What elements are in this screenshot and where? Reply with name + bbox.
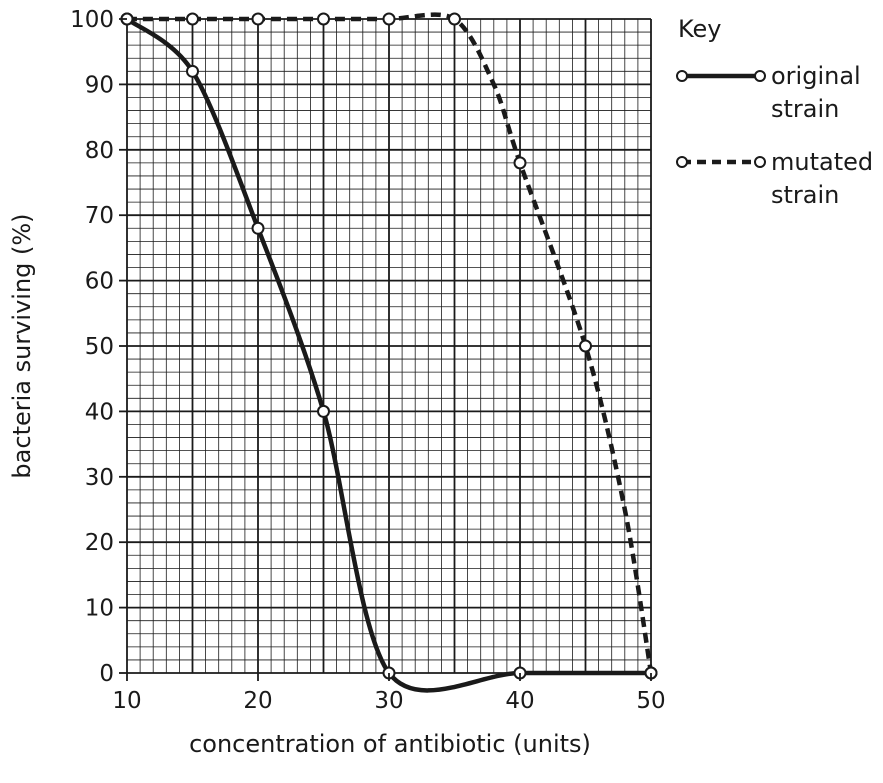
y-tick-label: 80: [85, 138, 114, 164]
data-point-original-strain: [186, 64, 199, 78]
data-point-mutated-strain: [317, 12, 330, 26]
x-axis-label: concentration of antibiotic (units): [189, 730, 591, 758]
x-axis-ticks: 10 20 30 40 50: [112, 673, 666, 714]
y-tick-label: 0: [99, 661, 114, 687]
legend-entry-mutated: mutated strain: [676, 148, 873, 209]
x-tick-label: 50: [636, 688, 665, 714]
legend-swatch-original-marker-right: [754, 70, 766, 82]
legend-entry-original: original strain: [676, 62, 861, 123]
legend-swatch-mutated-marker-left: [676, 156, 688, 168]
series-markers: [120, 12, 658, 680]
y-tick-label: 20: [85, 530, 114, 556]
data-point-mutated-strain: [251, 12, 265, 26]
legend-title: Key: [678, 15, 722, 43]
data-point-mutated-strain: [382, 12, 396, 26]
y-tick-label: 90: [85, 72, 114, 98]
x-tick-label: 40: [505, 688, 534, 714]
x-tick-label: 10: [112, 688, 141, 714]
data-point-mutated-strain: [448, 12, 461, 26]
legend-swatch-mutated-marker-right: [754, 156, 766, 168]
grid-major: [126, 18, 652, 674]
data-point-mutated-strain: [579, 339, 592, 353]
data-point-original-strain: [317, 404, 330, 418]
y-axis-ticks: 0 10 20 30 40 50 60 70 80 90 100: [70, 7, 127, 687]
legend: Key original strain mutated strain: [676, 15, 873, 209]
data-point-original-strain: [251, 221, 265, 235]
legend-swatch-original-marker-left: [676, 70, 688, 82]
y-tick-label: 100: [70, 7, 114, 33]
y-tick-label: 30: [85, 465, 114, 491]
y-tick-label: 40: [85, 399, 114, 425]
y-tick-label: 60: [85, 269, 114, 295]
x-tick-label: 30: [374, 688, 403, 714]
data-point-mutated-strain: [186, 12, 199, 26]
data-point-mutated-strain: [513, 156, 527, 170]
legend-label-original-2: strain: [771, 95, 839, 123]
y-tick-label: 70: [85, 203, 114, 229]
legend-label-mutated-1: mutated: [771, 148, 873, 176]
y-axis-label: bacteria surviving (%): [8, 213, 36, 478]
y-tick-label: 50: [85, 334, 114, 360]
legend-label-mutated-2: strain: [771, 181, 839, 209]
x-tick-label: 20: [243, 688, 272, 714]
y-tick-label: 10: [85, 596, 114, 622]
legend-label-original-1: original: [771, 62, 861, 90]
